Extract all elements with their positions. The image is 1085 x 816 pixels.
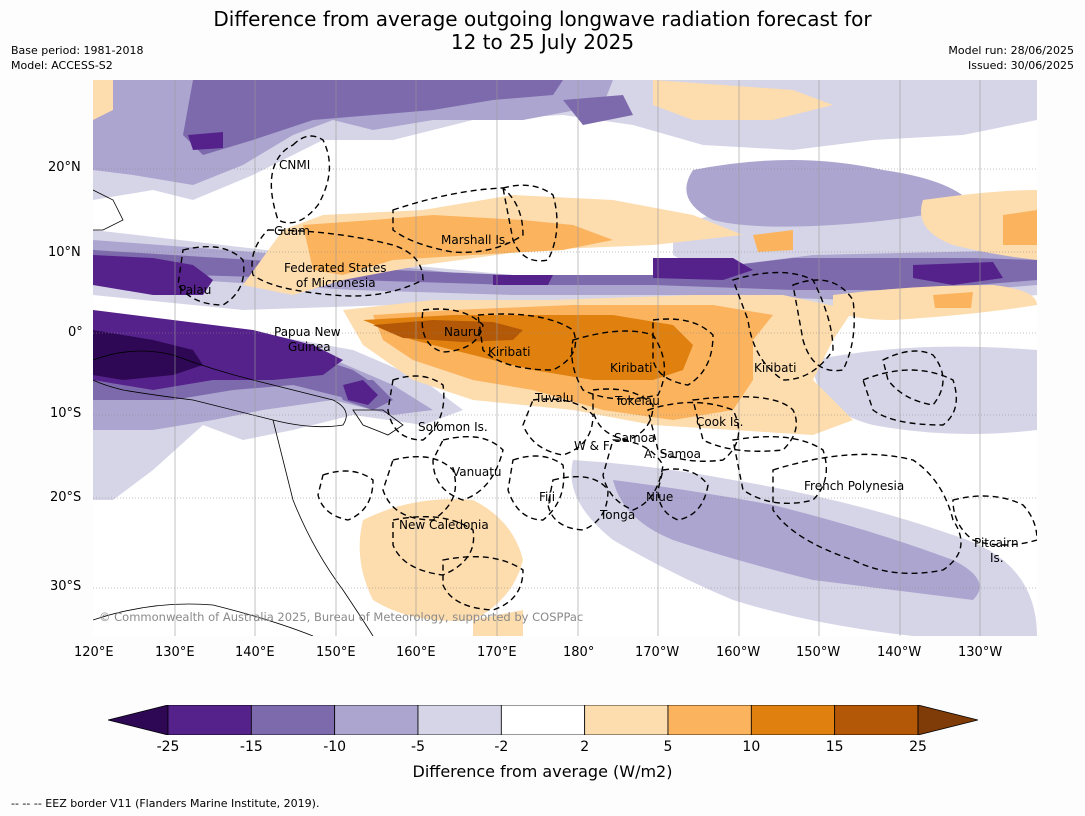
lon-label-150e: 150°E (316, 645, 356, 660)
label-nauru: Nauru (444, 325, 480, 339)
label-new-caledonia: New Caledonia (399, 518, 489, 532)
colorbar-extend-low (107, 704, 169, 736)
label-kiribati-central: Kiribati (610, 361, 652, 375)
issued-date: Issued: 30/06/2025 (967, 59, 1074, 72)
label-guam: Guam (274, 224, 310, 238)
eez-footnote: -- -- -- EEZ border V11 (Flanders Marine… (11, 797, 320, 810)
colorbar-tick-label: 2 (580, 739, 589, 755)
label-cnmi: CNMI (279, 158, 310, 172)
colorbar (107, 704, 979, 736)
label-vanuatu: Vanuatu (452, 465, 502, 479)
meta-right: Model run: 28/06/2025 Issued: 30/06/2025 (948, 43, 1074, 73)
lon-label-170w: 170°W (635, 645, 680, 660)
colorbar-title: Difference from average (W/m2) (412, 762, 673, 781)
label-kiribati-east: Kiribati (754, 361, 796, 375)
colorbar-tick-label: 25 (909, 739, 927, 755)
colorbar-tick-label: -5 (411, 739, 425, 755)
anomaly-darkest-purple (93, 330, 203, 380)
label-marshall: Marshall Is. (441, 233, 509, 247)
label-fiji: Fiji (539, 490, 555, 504)
lon-label-170e: 170°E (477, 645, 517, 660)
meta-left: Base period: 1981-2018 Model: ACCESS-S2 (11, 43, 143, 73)
colorbar-bin-5 (584, 704, 669, 736)
label-french-polynesia: French Polynesia (804, 479, 904, 493)
label-cook: Cook Is. (696, 415, 743, 429)
colorbar-tick-label: 15 (826, 739, 844, 755)
colorbar-bin-6 (667, 704, 752, 736)
label-pitcairn-2: Is. (990, 551, 1004, 565)
colorbar-bin-2 (334, 704, 419, 736)
model-name: Model: ACCESS-S2 (11, 59, 113, 72)
chart-title: Difference from average outgoing longwav… (0, 8, 1085, 54)
place-labels: CNMI Guam Marshall Is. Federated States … (179, 158, 1019, 565)
label-tonga: Tonga (599, 508, 635, 522)
colorbar-bin-8 (834, 704, 919, 736)
colorbar-bin-7 (750, 704, 836, 736)
colorbar-bin-0 (167, 704, 252, 736)
label-tokelau: Tokelau (614, 394, 660, 408)
gridlines-vertical (174, 80, 981, 636)
base-period: Base period: 1981-2018 (11, 44, 144, 57)
label-fsm-2: of Micronesia (296, 276, 376, 290)
colorbar-bin-4 (500, 704, 586, 736)
gridlines (93, 168, 1037, 589)
lat-label-30s: 30°S (50, 579, 82, 594)
lon-label-130e: 130°E (155, 645, 195, 660)
title-line-1: Difference from average outgoing longwav… (213, 7, 872, 31)
colorbar-tick-label: -15 (240, 739, 263, 755)
colorbar-extend-high (917, 704, 979, 736)
lat-label-10n: 10°N (48, 245, 81, 260)
colorbar-tick-label: 5 (664, 739, 673, 755)
eez-borders (177, 135, 1037, 611)
label-palau: Palau (179, 283, 211, 297)
lat-label-20n: 20°N (48, 160, 81, 175)
label-pitcairn-1: Pitcairn (974, 536, 1019, 550)
label-png-1: Papua New (274, 325, 341, 339)
label-fsm-1: Federated States (284, 261, 386, 275)
label-kiribati-west: Kiribati (488, 345, 530, 359)
colorbar-svg (107, 704, 979, 736)
label-niue: Niue (646, 490, 673, 504)
anomaly-brown-orange (373, 320, 523, 342)
coastlines (93, 189, 404, 636)
model-run: Model run: 28/06/2025 (948, 44, 1074, 57)
colorbar-tick-label: -25 (157, 739, 180, 755)
lon-label-150w: 150°W (796, 645, 841, 660)
colorbar-tick-label: -2 (494, 739, 508, 755)
lon-label-160w: 160°W (716, 645, 761, 660)
lon-label-180: 180° (563, 645, 595, 660)
label-tuvalu: Tuvalu (534, 391, 574, 405)
lon-label-160e: 160°E (396, 645, 436, 660)
lat-label-10s: 10°S (50, 406, 82, 421)
map-svg: CNMI Guam Marshall Is. Federated States … (93, 80, 1037, 636)
colorbar-tick-label: -10 (323, 739, 346, 755)
colorbar-tick-label: 10 (742, 739, 760, 755)
label-solomon: Solomon Is. (418, 420, 488, 434)
label-png-2: Guinea (288, 340, 331, 354)
lat-label-0: 0° (68, 325, 83, 340)
lat-label-20s: 20°S (50, 490, 82, 505)
lon-label-120e: 120°E (74, 645, 114, 660)
label-wf: W & F (574, 439, 610, 453)
title-line-2: 12 to 25 July 2025 (450, 30, 635, 54)
label-asamoa: A. Samoa (644, 447, 701, 461)
lon-label-130w: 130°W (958, 645, 1003, 660)
copyright-notice: © Commonwealth of Australia 2025, Bureau… (99, 610, 584, 624)
label-samoa: Samoa (614, 431, 655, 445)
colorbar-bin-1 (250, 704, 336, 736)
colorbar-ticks: -25 -15 -10 -5 -2 2 5 10 15 25 (157, 739, 927, 755)
map-panel: CNMI Guam Marshall Is. Federated States … (93, 80, 1037, 636)
colorbar-bin-3 (417, 704, 502, 736)
lon-label-140e: 140°E (235, 645, 275, 660)
lon-label-140w: 140°W (877, 645, 922, 660)
